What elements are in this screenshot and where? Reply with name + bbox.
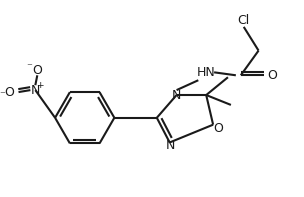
Text: N: N	[31, 84, 40, 97]
Text: O: O	[5, 85, 15, 98]
Text: ⁻: ⁻	[0, 90, 5, 100]
Text: O: O	[213, 122, 223, 135]
Text: +: +	[36, 81, 44, 90]
Text: N: N	[172, 88, 181, 101]
Text: ⁻: ⁻	[26, 62, 32, 72]
Text: Cl: Cl	[238, 14, 250, 27]
Text: O: O	[32, 64, 42, 77]
Text: HN: HN	[197, 66, 216, 79]
Text: N: N	[166, 139, 175, 152]
Text: O: O	[268, 69, 277, 82]
